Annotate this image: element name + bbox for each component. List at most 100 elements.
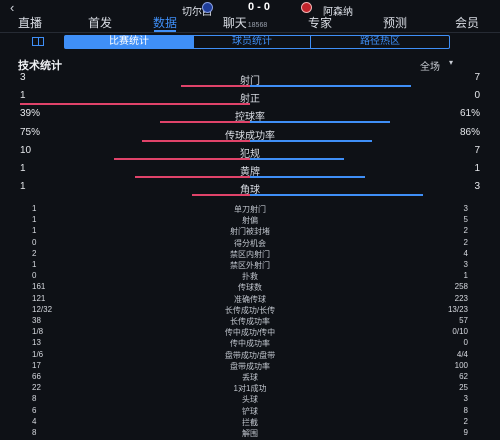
detail-stat-row: 1/8 传中成功/传中 0/10 [0,327,500,337]
away-value: 57 [459,316,468,325]
detail-stat-row: 161 传球数 258 [0,282,500,292]
away-value: 2 [463,226,468,236]
stat-label: 单刀射门 [234,205,266,214]
away-value: 0 [463,338,468,348]
subtab-match-stats[interactable]: 比赛统计 [65,36,193,48]
tab-predictions[interactable]: 预测 [382,16,407,30]
home-bar [20,103,250,106]
away-bar [250,139,372,142]
match-nav-tabs: 直播 首发 数据 聊天18568 专家 预测 会员 [0,16,500,33]
away-value: 9 [463,428,468,437]
match-score: 0 - 0 [247,1,270,13]
away-value: 0/10 [452,327,468,337]
home-value: 17 [32,360,41,370]
detail-stat-row: 0 得分机会 2 [0,238,500,248]
bar-stat-row: 75% 传球成功率 86% [0,127,500,145]
away-value: 4 [463,248,468,258]
stat-label: 射门 [240,76,260,87]
home-value: 38 [32,316,41,325]
away-value: 3 [463,260,468,269]
stat-label: 丢球 [242,373,258,382]
chat-count: 18568 [247,22,268,29]
home-value: 2 [32,248,37,258]
stat-label: 射正 [240,94,260,106]
tab-experts[interactable]: 专家 [307,16,332,30]
stat-label: 传中成功/传中 [224,328,276,338]
stat-label: 角球 [240,185,260,197]
stat-label: 射门被封堵 [230,227,270,237]
away-bar [250,176,365,178]
stat-label: 黄牌 [240,167,260,178]
home-team-name[interactable]: 切尔西 [182,7,212,18]
home-bar [181,85,250,87]
home-value: 1 [20,90,26,102]
detail-stat-row: 13 传中成功率 0 [0,338,500,348]
stat-label: 控球率 [235,112,265,124]
pitch-icon[interactable] [32,37,44,46]
away-value: 7 [474,72,480,83]
home-value: 66 [32,372,41,381]
away-crest-icon[interactable] [301,2,312,13]
stat-label: 传球成功率 [225,130,275,142]
subtab-heatmap[interactable]: 路径热区 [360,36,400,47]
home-value: 39% [20,108,41,120]
bar-stat-row: 1 黄牌 1 [0,163,500,181]
detail-stat-row: 121 准确传球 223 [0,294,500,304]
subtab-player-stats[interactable]: 球员统计 [232,36,272,47]
detail-stat-row: 1 射门被封堵 2 [0,226,500,236]
tab-membership[interactable]: 会员 [454,16,479,30]
away-bar [250,85,411,87]
home-value: 10 [20,144,32,156]
detail-stat-row: 22 1对1成功 25 [0,383,500,393]
away-bar [250,194,423,197]
tab-live[interactable]: 直播 [17,16,42,30]
home-bar [135,176,250,178]
detail-stat-row: 66 丢球 62 [0,372,500,382]
home-value: 8 [32,394,37,404]
home-crest-icon[interactable] [202,2,213,13]
chevron-down-icon[interactable]: ▾ [449,58,454,67]
active-tab-indicator [154,30,176,32]
home-value: 0 [32,237,37,247]
tab-chat[interactable]: 聊天18568 [222,16,268,30]
detail-stat-row: 12/32 长传成功/长传 13/23 [0,305,500,315]
away-value: 5 [463,215,468,225]
stat-label: 准确传球 [234,294,266,304]
detail-stat-row: 1 禁区外射门 3 [0,260,500,270]
back-button[interactable]: ‹ [10,0,15,15]
stat-label: 拦截 [242,417,258,427]
away-value: 13/23 [447,304,468,314]
detail-stat-row: 17 盘带成功率 100 [0,361,500,371]
away-team-name[interactable]: 阿森纳 [323,7,353,18]
home-bar [192,194,250,197]
bar-stat-row: 39% 控球率 61% [0,108,500,126]
stat-label: 传中成功率 [230,339,270,349]
scope-selector[interactable]: 全场 [420,62,440,73]
away-value: 86% [459,126,480,138]
tab-lineup[interactable]: 首发 [87,16,112,30]
tab-data[interactable]: 数据 [152,16,177,30]
home-value: 1 [32,215,37,225]
stat-label: 犯规 [240,148,260,160]
detail-stat-row: 2 禁区内射门 4 [0,249,500,259]
away-value: 3 [474,181,480,193]
stat-label: 铲球 [242,406,258,416]
stats-subtabs: 比赛统计 球员统计 路径热区 [64,35,450,49]
away-value: 258 [454,282,468,292]
away-value: 2 [463,416,468,426]
home-value: 13 [32,338,41,348]
home-value: 22 [32,383,41,393]
detail-stat-row: 1/6 盘带成功/盘带 4/4 [0,350,500,360]
away-value: 2 [463,237,468,247]
home-value: 1 [32,204,37,213]
detail-stat-row: 38 长传成功率 57 [0,316,500,326]
bar-stat-row: 1 射正 0 [0,90,500,108]
stat-label: 1对1成功 [233,384,267,394]
home-bar [114,157,250,160]
stat-label: 长传成功/长传 [224,305,276,315]
bar-stat-row: 10 犯规 7 [0,145,500,163]
stat-label: 射偏 [242,216,258,226]
home-value: 1 [20,163,26,174]
home-value: 1 [32,226,37,236]
away-value: 7 [474,144,480,156]
